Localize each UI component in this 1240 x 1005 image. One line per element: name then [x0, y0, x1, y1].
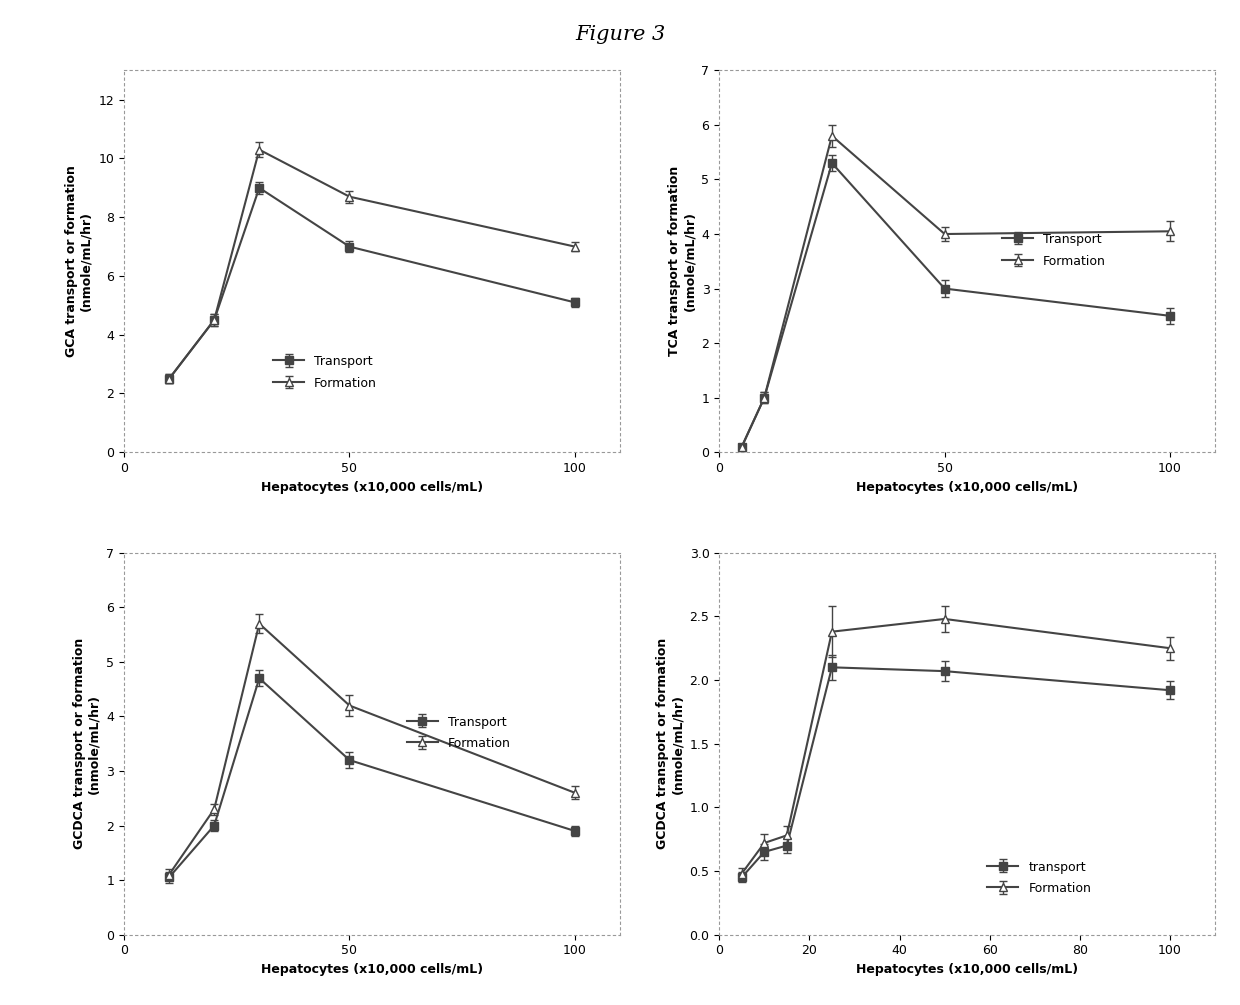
Text: Figure 3: Figure 3: [575, 25, 665, 44]
X-axis label: Hepatocytes (x10,000 cells/mL): Hepatocytes (x10,000 cells/mL): [856, 963, 1079, 976]
Y-axis label: TCA transport or formation
(nmole/mL/hr): TCA transport or formation (nmole/mL/hr): [668, 166, 696, 357]
X-axis label: Hepatocytes (x10,000 cells/mL): Hepatocytes (x10,000 cells/mL): [260, 963, 484, 976]
Y-axis label: GCDCA transport or formation
(nmole/mL/hr): GCDCA transport or formation (nmole/mL/h…: [73, 638, 100, 849]
Legend: Transport, Formation: Transport, Formation: [998, 229, 1110, 271]
Legend: transport, Formation: transport, Formation: [983, 857, 1095, 899]
Legend: Transport, Formation: Transport, Formation: [403, 712, 515, 754]
X-axis label: Hepatocytes (x10,000 cells/mL): Hepatocytes (x10,000 cells/mL): [260, 480, 484, 493]
X-axis label: Hepatocytes (x10,000 cells/mL): Hepatocytes (x10,000 cells/mL): [856, 480, 1079, 493]
Y-axis label: GCDCA transport or formation
(nmole/mL/hr): GCDCA transport or formation (nmole/mL/h…: [656, 638, 684, 849]
Legend: Transport, Formation: Transport, Formation: [269, 352, 381, 394]
Y-axis label: GCA transport or formation
(nmole/mL/hr): GCA transport or formation (nmole/mL/hr): [64, 166, 93, 357]
